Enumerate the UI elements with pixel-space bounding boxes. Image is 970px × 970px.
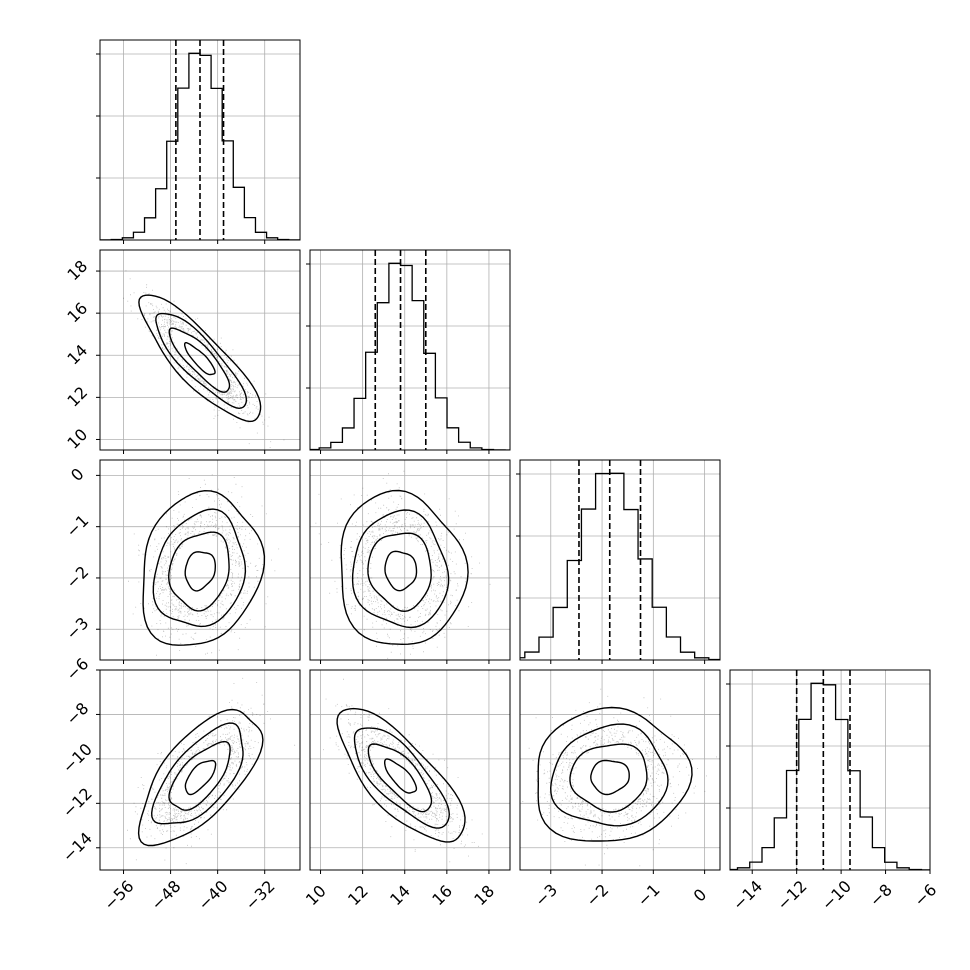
x-tick-label-0-0: −56 [100,877,137,914]
contour-2-1-2 [351,509,450,629]
panel-2-2 [516,459,721,664]
contour-3-2-0 [590,759,630,796]
panel-1-1 [306,249,511,454]
panel-content [310,460,510,660]
y-tick-label-2-0: −3 [62,613,92,643]
contour-3-0-3 [137,708,264,847]
contour-3-2-1 [569,743,648,813]
x-tick-label-3-1: −12 [773,877,810,914]
x-tick-label-3-2: −10 [818,877,855,914]
panel-content [100,250,300,450]
x-tick-label-1-4: 18 [470,881,498,909]
y-tick-label-2-2: −1 [62,511,92,541]
panel-2-1 [309,459,511,664]
x-tick-label-0-3: −32 [241,877,278,914]
x-tick-label-1-3: 16 [428,881,456,909]
scatter-points-3-0 [127,677,296,865]
panel-content [310,250,510,450]
panel-frame [309,249,511,451]
panel-content [520,460,720,660]
contour-3-0-2 [150,722,244,825]
y-tick-label-1-3: 16 [63,299,91,327]
scatter-points-1-0 [123,270,285,448]
panel-frame [99,39,301,241]
y-tick-label-3-1: −12 [59,784,96,821]
panel-0-0 [96,39,301,244]
contour-2-0-0 [184,551,216,592]
x-tick-label-1-2: 14 [386,881,414,909]
panel-1-0: 10 12 14 16 18 [63,249,301,454]
y-tick-label-1-2: 14 [63,341,91,369]
contour-3-0-0 [184,759,217,796]
contour-2-1-3 [340,489,469,646]
panel-frame [309,669,511,871]
contour-2-1-0 [384,550,418,592]
contour-2-0-1 [167,531,230,612]
panel-content [520,670,720,870]
panel-frame [519,459,721,661]
contour-1-0-0 [184,342,216,376]
scatter-points-2-0 [128,474,280,660]
panel-frame [729,669,931,871]
x-tick-label-0-2: −40 [194,877,231,914]
panel-3-2: −3 −2 −1 0 [519,669,721,910]
contour-1-0-3 [138,294,262,423]
panel-3-1: 10 12 14 16 18 [302,669,511,909]
y-tick-label-1-1: 12 [63,383,91,411]
x-tick-label-1-0: 10 [302,881,330,909]
panel-frame [309,459,511,661]
y-tick-label-3-3: −8 [62,699,92,729]
contour-1-0-1 [168,327,231,393]
y-tick-label-2-3: 0 [67,464,88,485]
contour-3-2-2 [549,723,669,827]
panel-3-0: −14 −12 −10 −8 −6 −56 −48 −40 −32 [59,654,301,914]
panel-content [310,670,510,870]
x-tick-label-3-0: −14 [729,877,766,914]
contour-2-1-1 [367,532,432,613]
y-tick-label-3-0: −14 [59,828,96,865]
contour-3-1-2 [353,727,451,829]
panel-content [100,670,300,870]
panel-frame [99,459,301,661]
panel-content [100,40,300,240]
y-tick-label-1-0: 10 [63,425,91,453]
contour-3-1-1 [367,743,433,813]
x-tick-label-3-4: −6 [910,880,940,910]
y-tick-label-3-4: −6 [62,654,92,684]
contour-2-0-2 [152,508,247,628]
x-tick-label-2-0: −3 [531,880,561,910]
y-tick-label-2-1: −2 [62,562,92,592]
contour-3-0-1 [168,740,231,811]
x-tick-label-2-2: −1 [634,880,664,910]
scatter-points-3-1 [323,678,483,863]
y-tick-label-3-2: −10 [59,740,96,777]
panel-3-3: −14 −12 −10 −8 −6 [726,669,940,914]
contour-3-1-3 [336,707,466,843]
contour-2-0-3 [142,489,266,646]
y-tick-label-1-4: 18 [63,256,91,284]
x-tick-label-1-1: 12 [344,881,372,909]
contour-3-1-0 [384,758,418,794]
panel-content [100,460,300,660]
panel-frame [519,669,721,871]
panel-content [730,670,930,870]
x-tick-label-2-3: 0 [690,885,711,906]
x-tick-label-3-3: −8 [866,880,896,910]
x-tick-label-0-1: −48 [147,877,184,914]
contour-1-0-2 [155,312,248,410]
panel-frame [99,669,301,871]
panel-frame [99,249,301,451]
x-tick-label-2-1: −2 [582,880,612,910]
panel-2-0: −3 −2 −1 0 [62,459,301,664]
contour-3-2-3 [537,706,693,842]
